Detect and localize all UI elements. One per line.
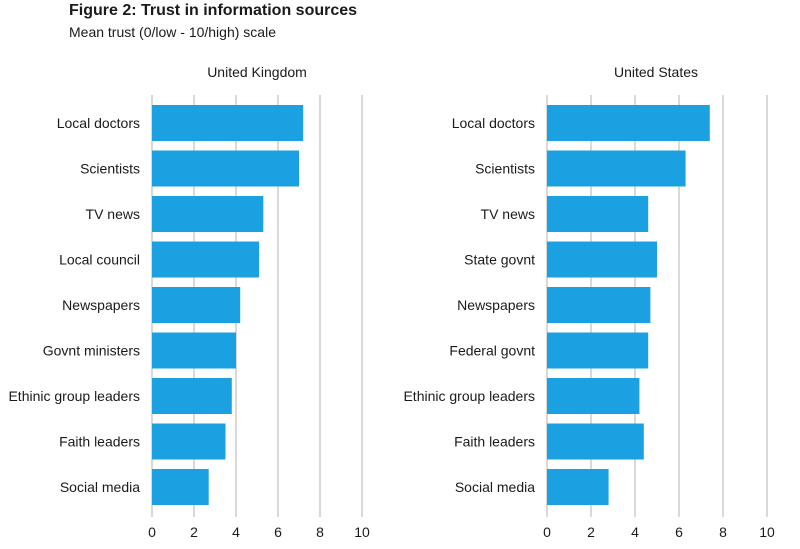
bar-newspapers — [152, 287, 241, 323]
bar-newspapers — [547, 287, 651, 323]
category-label: Ethinic group leaders — [8, 388, 140, 404]
category-label: Faith leaders — [59, 434, 140, 450]
panel-title: United States — [614, 64, 698, 80]
category-label: State govnt — [464, 252, 535, 268]
bar-ethinic-group-leaders — [152, 378, 232, 414]
tick-label: 10 — [759, 524, 775, 540]
tick-label: 6 — [274, 524, 282, 540]
category-label: Faith leaders — [454, 434, 535, 450]
tick-label: 2 — [190, 524, 198, 540]
bar-faith-leaders — [547, 423, 644, 460]
category-label: TV news — [86, 206, 140, 222]
bar-govnt-ministers — [152, 332, 236, 369]
tick-label: 0 — [543, 524, 551, 540]
tick-label: 8 — [719, 524, 727, 540]
category-label: Govnt ministers — [43, 343, 140, 359]
tick-label: 2 — [587, 524, 595, 540]
bar-local-doctors — [547, 105, 710, 141]
category-label: Federal govnt — [449, 343, 535, 359]
bar-federal-govnt — [547, 332, 649, 369]
bar-scientists — [152, 150, 299, 187]
bar-local-council — [152, 241, 260, 278]
category-label: Social media — [60, 479, 140, 495]
chart-panel-united-kingdom: United Kingdom Local doctors Scientists TV … — [8, 64, 370, 540]
bar-ethinic-group-leaders — [547, 378, 640, 414]
bar-tv-news — [152, 196, 264, 232]
category-label: Ethinic group leaders — [403, 388, 535, 404]
category-label: Newspapers — [457, 297, 535, 313]
bar-faith-leaders — [152, 423, 226, 460]
category-label: Newspapers — [62, 297, 140, 313]
category-label: TV news — [481, 206, 535, 222]
category-label: Scientists — [475, 161, 535, 177]
figure-title: Figure 2: Trust in information sources — [69, 2, 358, 19]
tick-label: 0 — [148, 524, 156, 540]
tick-label: 4 — [232, 524, 240, 540]
category-label: Local doctors — [452, 115, 535, 131]
bar-state-govnt — [547, 241, 657, 278]
category-label: Local council — [59, 252, 140, 268]
category-label: Local doctors — [57, 115, 140, 131]
bar-scientists — [547, 150, 686, 187]
figure-subtitle: Mean trust (0/low - 10/high) scale — [69, 24, 276, 40]
bar-social-media — [152, 469, 209, 505]
chart-panel-united-states: United States Local doctors Scientists TV n… — [403, 64, 775, 540]
tick-label: 8 — [316, 524, 324, 540]
tick-label: 10 — [354, 524, 370, 540]
bar-local-doctors — [152, 105, 304, 141]
bar-tv-news — [547, 196, 649, 232]
category-label: Scientists — [80, 161, 140, 177]
bar-social-media — [547, 469, 609, 505]
tick-label: 6 — [675, 524, 683, 540]
panel-title: United Kingdom — [207, 64, 307, 80]
tick-label: 4 — [631, 524, 639, 540]
category-label: Social media — [455, 479, 535, 495]
